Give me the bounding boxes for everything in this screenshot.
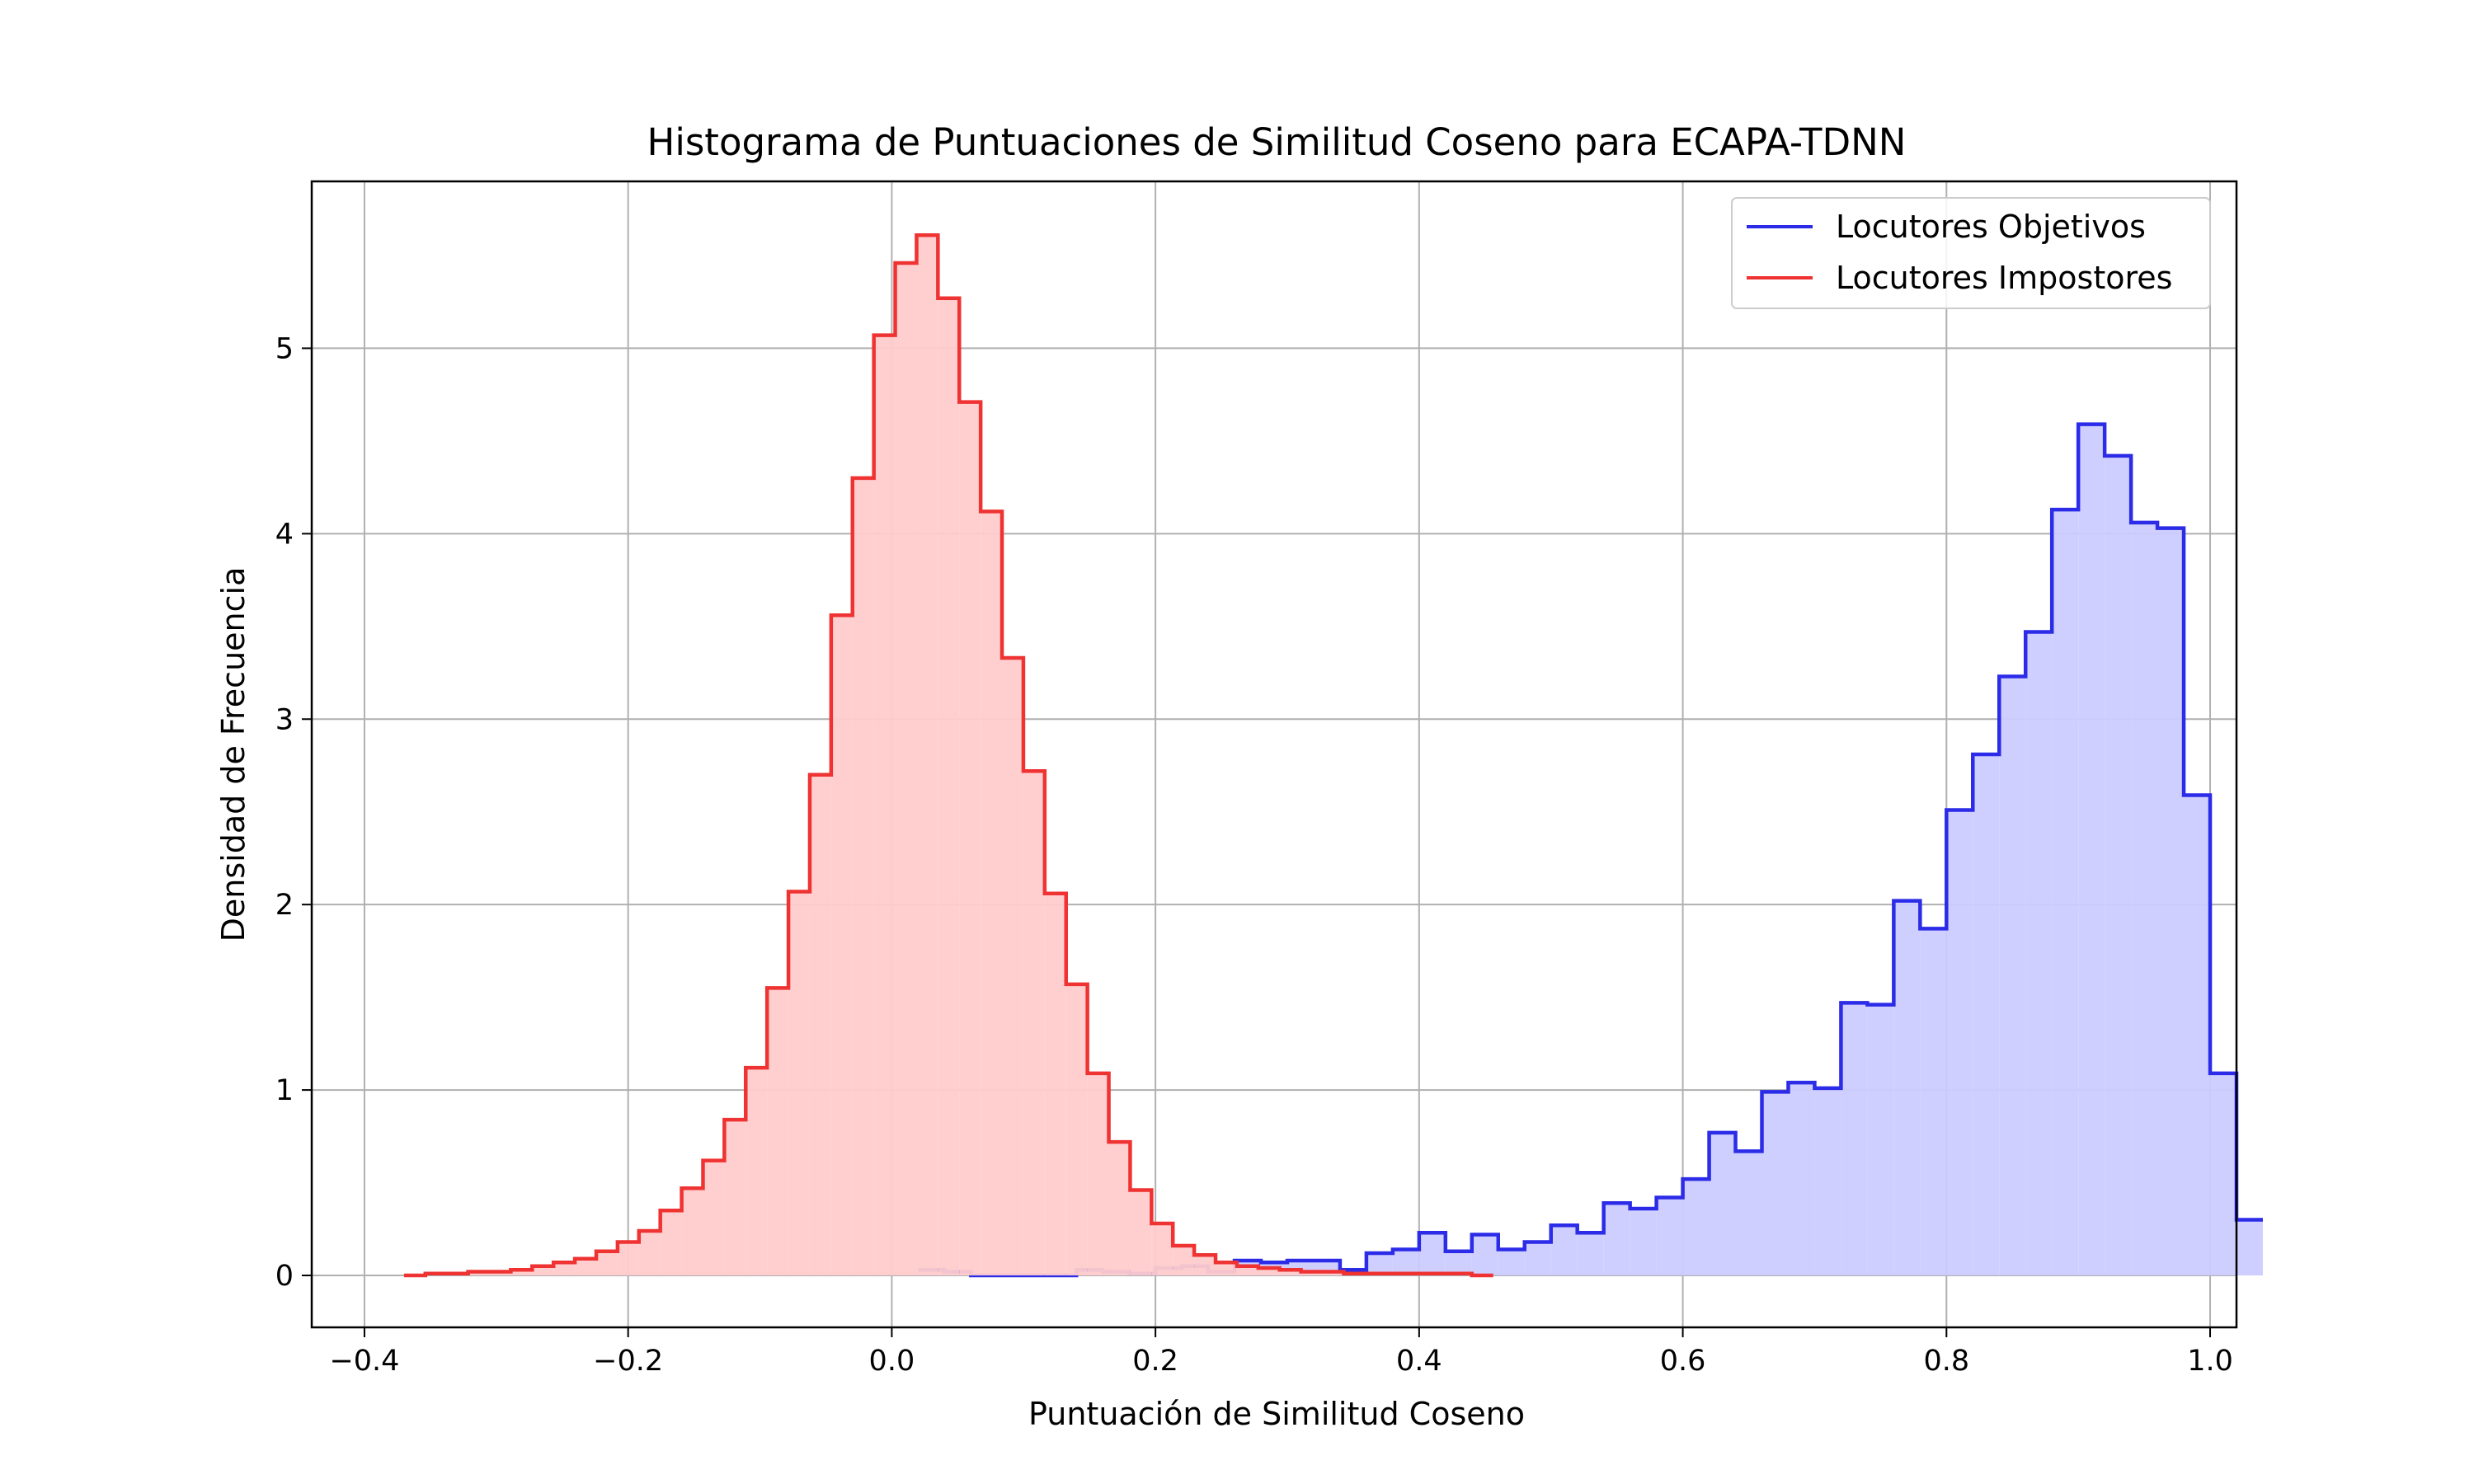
x-axis-label: Puntuación de Similitud Coseno [1028, 1396, 1525, 1432]
histogram-bar [660, 1210, 682, 1276]
y-tick-label: 2 [275, 889, 294, 922]
y-axis-label: Densidad de Frecuencia [215, 567, 252, 942]
histogram-bar [595, 1251, 618, 1276]
legend-label-objetivos: Locutores Objetivos [1836, 209, 2146, 245]
histogram-bar [1279, 1270, 1301, 1276]
histogram-bar [1761, 1092, 1789, 1276]
histogram-bar [2236, 1219, 2263, 1276]
x-tick-label: −0.4 [329, 1345, 399, 1378]
histogram-bar [809, 774, 831, 1276]
histogram-bar [1603, 1203, 1630, 1276]
histogram-bar [895, 262, 917, 1276]
x-tick-label: 0.2 [1132, 1345, 1178, 1378]
histogram-bar [1418, 1233, 1446, 1276]
histogram-bar [1087, 1073, 1109, 1276]
histogram-bar [1973, 754, 2000, 1276]
y-tick-label: 1 [275, 1074, 294, 1107]
chart-title: Histograma de Puntuaciones de Similitud … [647, 120, 1907, 164]
histogram-bar [575, 1258, 596, 1276]
histogram-bar [1867, 1004, 1894, 1276]
series-0 [918, 422, 2263, 1278]
histogram-bar [852, 477, 874, 1276]
histogram-bar [532, 1266, 554, 1276]
legend-label-impostores: Locutores Impostores [1836, 260, 2172, 296]
histogram-bar [1498, 1249, 1525, 1276]
histogram-step-outline [403, 232, 1493, 1278]
histogram-bar [1656, 1197, 1683, 1276]
histogram-bar [2210, 1073, 2236, 1276]
x-tick-label: 0.4 [1396, 1345, 1442, 1378]
histogram-bar [1130, 1190, 1152, 1276]
histogram-bar [1920, 928, 1947, 1276]
histogram-bar [1023, 771, 1045, 1276]
histogram-bar [553, 1262, 576, 1276]
histogram-bar [2157, 528, 2185, 1276]
histogram-bar [959, 402, 981, 1276]
histogram-bar [1151, 1223, 1174, 1276]
y-axis-ticks: 0 1 2 3 4 5 [275, 332, 312, 1293]
x-tick-label: 1.0 [2187, 1345, 2233, 1378]
histogram-bar [2052, 510, 2079, 1276]
histogram-bar [1814, 1087, 1841, 1276]
histogram-bar [617, 1242, 639, 1276]
histogram-bar [1236, 1266, 1258, 1276]
histogram-bar [1044, 893, 1066, 1276]
histogram-bar [2025, 632, 2053, 1276]
y-tick-label: 4 [275, 518, 294, 551]
histogram-bar [873, 335, 896, 1276]
x-tick-label: −0.2 [593, 1345, 663, 1378]
histogram-bar [1735, 1151, 1762, 1276]
histogram-bar [1893, 900, 1921, 1276]
histogram-bar [830, 615, 853, 1276]
histogram-bar [1550, 1225, 1578, 1276]
x-tick-label: 0.8 [1923, 1345, 1969, 1378]
histogram-bar [916, 235, 938, 1276]
y-tick-label: 3 [275, 703, 294, 736]
histogram-bar [1065, 984, 1088, 1276]
histogram-bar [1709, 1132, 1736, 1276]
histogram-bar [1392, 1249, 1419, 1276]
x-tick-label: 0.0 [869, 1345, 915, 1378]
histogram-bar [1999, 676, 2026, 1276]
histogram-bar [1524, 1242, 1551, 1276]
histogram-bar [681, 1188, 703, 1276]
histogram-bar [1258, 1268, 1280, 1276]
histogram-bar [1445, 1251, 1472, 1276]
histogram-bar [2078, 424, 2105, 1276]
histogram-bar [1577, 1233, 1604, 1276]
histogram-bar [745, 1068, 768, 1276]
y-tick-label: 5 [275, 332, 294, 365]
histogram-bar [1108, 1142, 1131, 1276]
histogram-bar [1471, 1234, 1498, 1276]
histogram-bar [1630, 1209, 1657, 1276]
histogram-bar [1788, 1082, 1815, 1276]
histogram-bar [1173, 1246, 1195, 1276]
histogram-bar [1002, 658, 1023, 1276]
legend: Locutores Objetivos Locutores Impostores [1731, 197, 2211, 309]
histogram-bar [638, 1231, 661, 1276]
histogram-bar [2105, 455, 2132, 1276]
histogram-bar [2131, 522, 2158, 1276]
series-1 [403, 232, 1493, 1278]
histogram-series [403, 232, 2263, 1278]
histogram-bar [1682, 1179, 1710, 1276]
histogram-bar [724, 1120, 746, 1276]
histogram-bar [767, 988, 789, 1276]
histogram-bar [1946, 810, 1973, 1276]
x-tick-label: 0.6 [1660, 1345, 1706, 1378]
histogram-bar [510, 1270, 533, 1276]
histogram-bar [788, 891, 810, 1276]
histogram-bar [1194, 1255, 1216, 1276]
legend-box [1731, 197, 2211, 309]
histogram-bar [703, 1160, 725, 1276]
histogram-bar [981, 511, 1003, 1276]
histogram-bar [1841, 1003, 1868, 1276]
histogram-bar [2184, 795, 2211, 1276]
histogram-bar [1216, 1262, 1237, 1276]
x-axis-ticks: −0.4 −0.2 0.0 0.2 0.4 0.6 0.8 1.0 [329, 1327, 2233, 1378]
y-tick-label: 0 [275, 1260, 294, 1293]
histogram-bar [938, 298, 960, 1276]
plot-frame [310, 180, 2238, 1329]
